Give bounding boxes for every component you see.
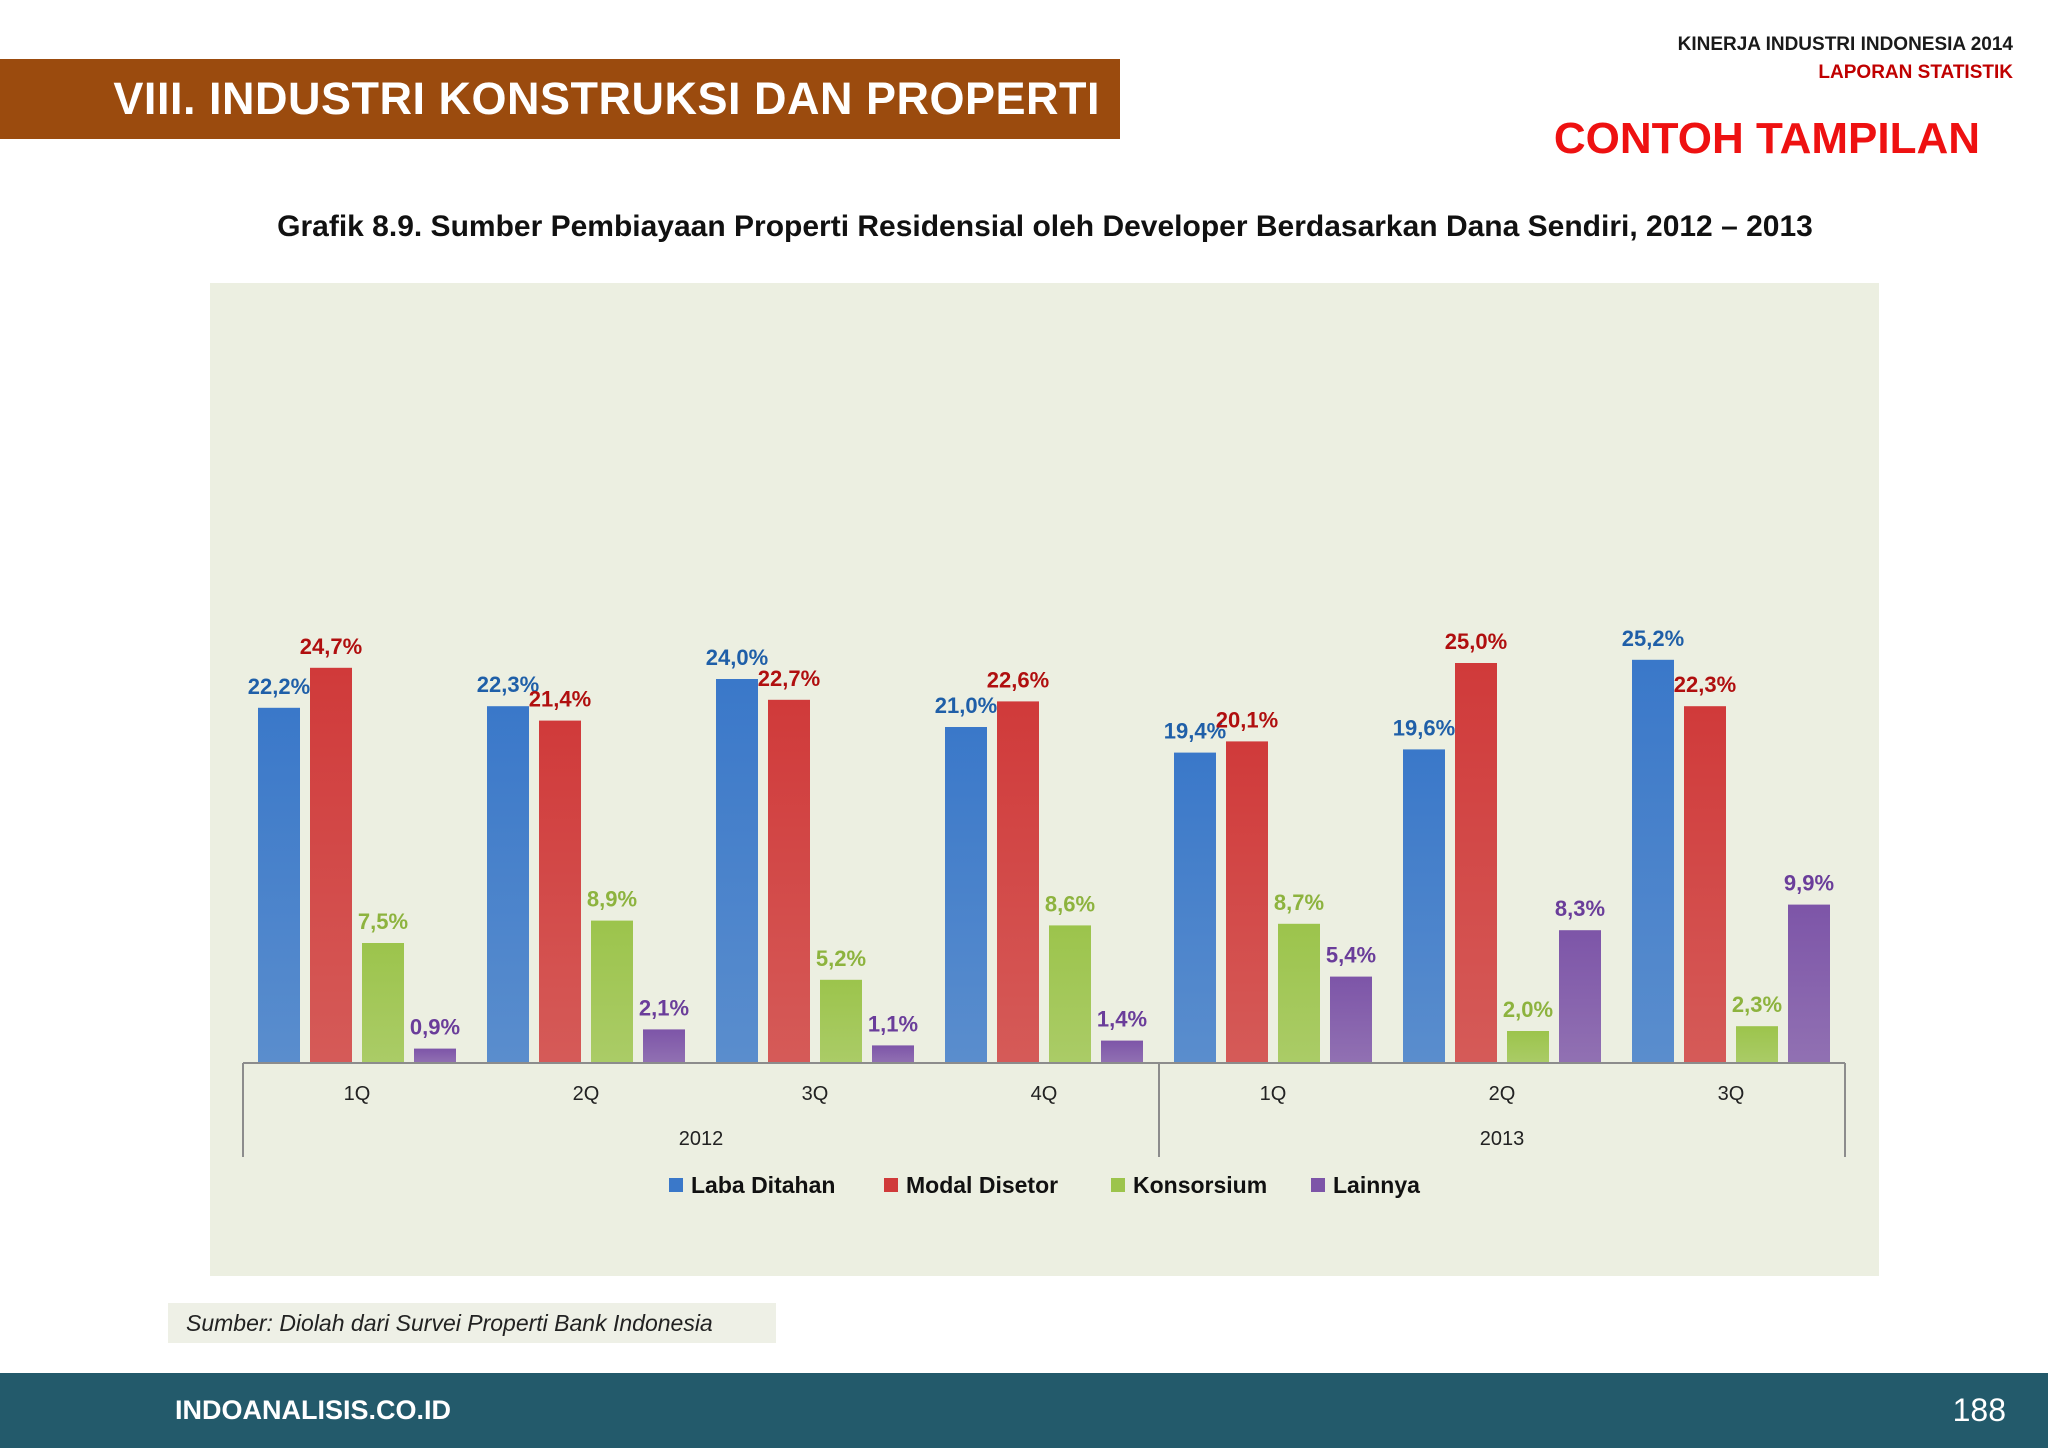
bar-modal-disetor — [310, 667, 352, 1063]
data-label: 20,1% — [1216, 707, 1278, 732]
data-label: 24,0% — [706, 645, 768, 670]
bar-laba-ditahan — [1403, 749, 1445, 1063]
bar-konsorsium — [362, 943, 404, 1063]
data-label: 2,0% — [1503, 997, 1553, 1022]
bar-lainnya — [1101, 1040, 1143, 1063]
bar-lainnya — [1559, 930, 1601, 1063]
data-label: 1,1% — [868, 1011, 918, 1036]
legend-label: Modal Disetor — [906, 1172, 1058, 1198]
legend-label: Konsorsium — [1133, 1172, 1267, 1198]
bar-modal-disetor — [1684, 706, 1726, 1063]
x-tick-label: 3Q — [802, 1083, 829, 1105]
data-label: 22,2% — [248, 674, 310, 699]
data-label: 22,3% — [477, 672, 539, 697]
x-tick-label: 1Q — [344, 1083, 371, 1105]
year-label: 2012 — [679, 1128, 724, 1150]
bar-konsorsium — [1049, 925, 1091, 1063]
data-label: 8,3% — [1555, 896, 1605, 921]
footer-bar: INDOANALISIS.CO.ID 188 — [0, 1373, 2048, 1448]
x-tick-label: 3Q — [1718, 1083, 1745, 1105]
bar-lainnya — [1330, 976, 1372, 1063]
legend-swatch — [884, 1178, 898, 1192]
data-label: 2,1% — [639, 995, 689, 1020]
x-tick-label: 2Q — [573, 1083, 600, 1105]
bar-lainnya — [643, 1029, 685, 1063]
data-label: 21,4% — [529, 687, 591, 712]
section-title: VIII. INDUSTRI KONSTRUKSI DAN PROPERTI — [0, 59, 1120, 139]
report-title: KINERJA INDUSTRI INDONESIA 2014 — [1677, 34, 2013, 55]
data-label: 7,5% — [358, 909, 408, 934]
bar-konsorsium — [820, 979, 862, 1063]
report-subtitle: LAPORAN STATISTIK — [1818, 62, 2013, 83]
bar-konsorsium — [591, 920, 633, 1063]
bar-modal-disetor — [997, 701, 1039, 1063]
bar-modal-disetor — [1226, 741, 1268, 1063]
data-label: 19,6% — [1393, 715, 1455, 740]
data-label: 8,6% — [1045, 891, 1095, 916]
bar-konsorsium — [1507, 1031, 1549, 1063]
bar-laba-ditahan — [258, 707, 300, 1063]
data-label: 22,7% — [758, 666, 820, 691]
bar-laba-ditahan — [487, 706, 529, 1063]
data-label: 9,9% — [1784, 871, 1834, 896]
bar-lainnya — [872, 1045, 914, 1063]
x-tick-label: 1Q — [1260, 1083, 1287, 1105]
year-label: 2013 — [1480, 1128, 1525, 1150]
legend-label: Laba Ditahan — [691, 1172, 835, 1198]
bar-modal-disetor — [539, 720, 581, 1063]
page-number: 188 — [1952, 1392, 2006, 1428]
legend-swatch — [669, 1178, 683, 1192]
bar-modal-disetor — [1455, 663, 1497, 1063]
bar-laba-ditahan — [1174, 752, 1216, 1063]
data-label: 21,0% — [935, 693, 997, 718]
chart-title: Grafik 8.9. Sumber Pembiayaan Properti R… — [277, 210, 1813, 243]
chart-area: 22,2% 22,3% 24,0% 21,0% 19,4% 19,6% 25,2% 24,7%… — [210, 283, 1879, 1276]
data-label: 1,4% — [1097, 1007, 1147, 1032]
legend-swatch — [1111, 1178, 1125, 1192]
bar-lainnya — [414, 1048, 456, 1063]
bar-konsorsium — [1736, 1026, 1778, 1063]
data-label: 0,9% — [410, 1015, 460, 1040]
data-label: 22,3% — [1674, 672, 1736, 697]
data-label: 25,2% — [1622, 626, 1684, 651]
data-label: 8,9% — [587, 887, 637, 912]
data-label: 19,4% — [1164, 719, 1226, 744]
bar-laba-ditahan — [1632, 659, 1674, 1063]
data-label: 8,7% — [1274, 890, 1324, 915]
data-label: 22,6% — [987, 667, 1049, 692]
bar-konsorsium — [1278, 923, 1320, 1063]
x-tick-label: 4Q — [1031, 1083, 1058, 1105]
legend-swatch — [1311, 1178, 1325, 1192]
bar-chart: 22,2% 22,3% 24,0% 21,0% 19,4% 19,6% 25,2% 24,7%… — [242, 626, 1846, 1198]
data-label: 2,3% — [1732, 992, 1782, 1017]
data-label: 25,0% — [1445, 629, 1507, 654]
sample-stamp: CONTOH TAMPILAN — [1553, 114, 1980, 163]
footer-site-name: INDOANALISIS.CO.ID — [175, 1395, 452, 1425]
source-note: Sumber: Diolah dari Survei Properti Bank… — [168, 1303, 776, 1343]
data-label: 5,4% — [1326, 943, 1376, 968]
bar-lainnya — [1788, 904, 1830, 1063]
bar-modal-disetor — [768, 699, 810, 1063]
data-label: 24,7% — [300, 634, 362, 659]
data-label: 5,2% — [816, 946, 866, 971]
bar-laba-ditahan — [945, 727, 987, 1063]
bar-laba-ditahan — [716, 679, 758, 1063]
x-tick-label: 2Q — [1489, 1083, 1516, 1105]
legend-label: Lainnya — [1333, 1172, 1420, 1198]
